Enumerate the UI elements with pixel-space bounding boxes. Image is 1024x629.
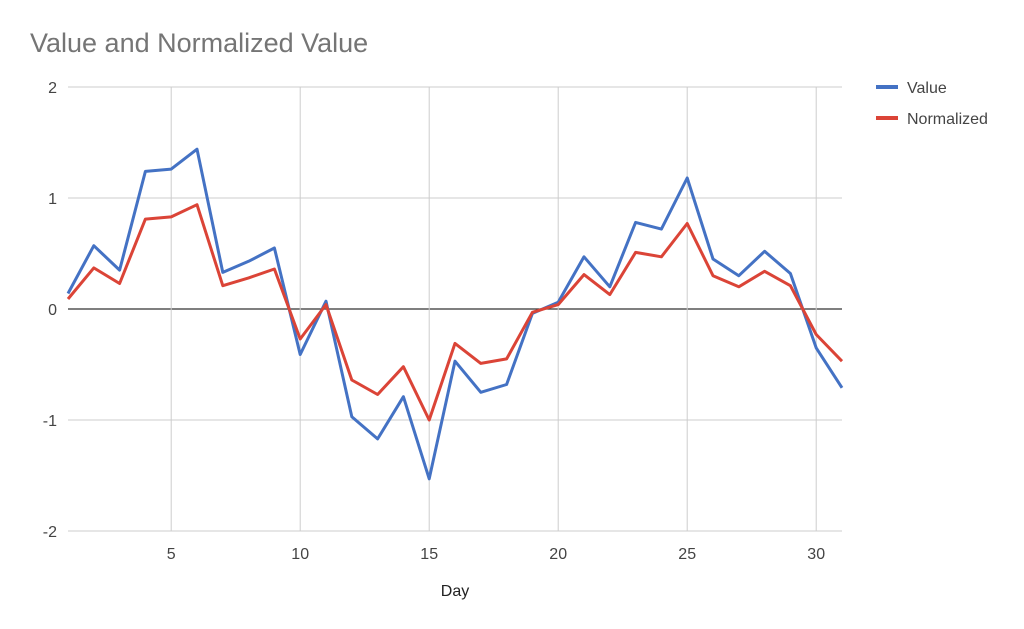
x-tick-label: 5 xyxy=(167,546,176,563)
series-lines xyxy=(66,147,844,481)
chart-title: Value and Normalized Value xyxy=(30,28,368,58)
y-tick-label: -2 xyxy=(43,524,57,541)
y-tick-label: 1 xyxy=(48,191,57,208)
x-tick-label: 25 xyxy=(678,546,696,563)
x-tick-label: 20 xyxy=(549,546,567,563)
legend: Value Normalized xyxy=(876,80,988,128)
x-tick-label: 15 xyxy=(420,546,438,563)
legend-label-normalized: Normalized xyxy=(907,111,988,128)
x-tick-label: 10 xyxy=(291,546,309,563)
y-tick-label: -1 xyxy=(43,413,57,430)
y-tick-label: 2 xyxy=(48,80,57,97)
x-tick-label: 30 xyxy=(807,546,825,563)
x-axis-title: Day xyxy=(441,583,469,600)
grid-lines xyxy=(68,86,842,532)
series-line-normalized xyxy=(66,203,844,422)
legend-label-value: Value xyxy=(907,80,947,97)
series-line-value xyxy=(66,147,844,481)
y-tick-label: 0 xyxy=(48,302,57,319)
